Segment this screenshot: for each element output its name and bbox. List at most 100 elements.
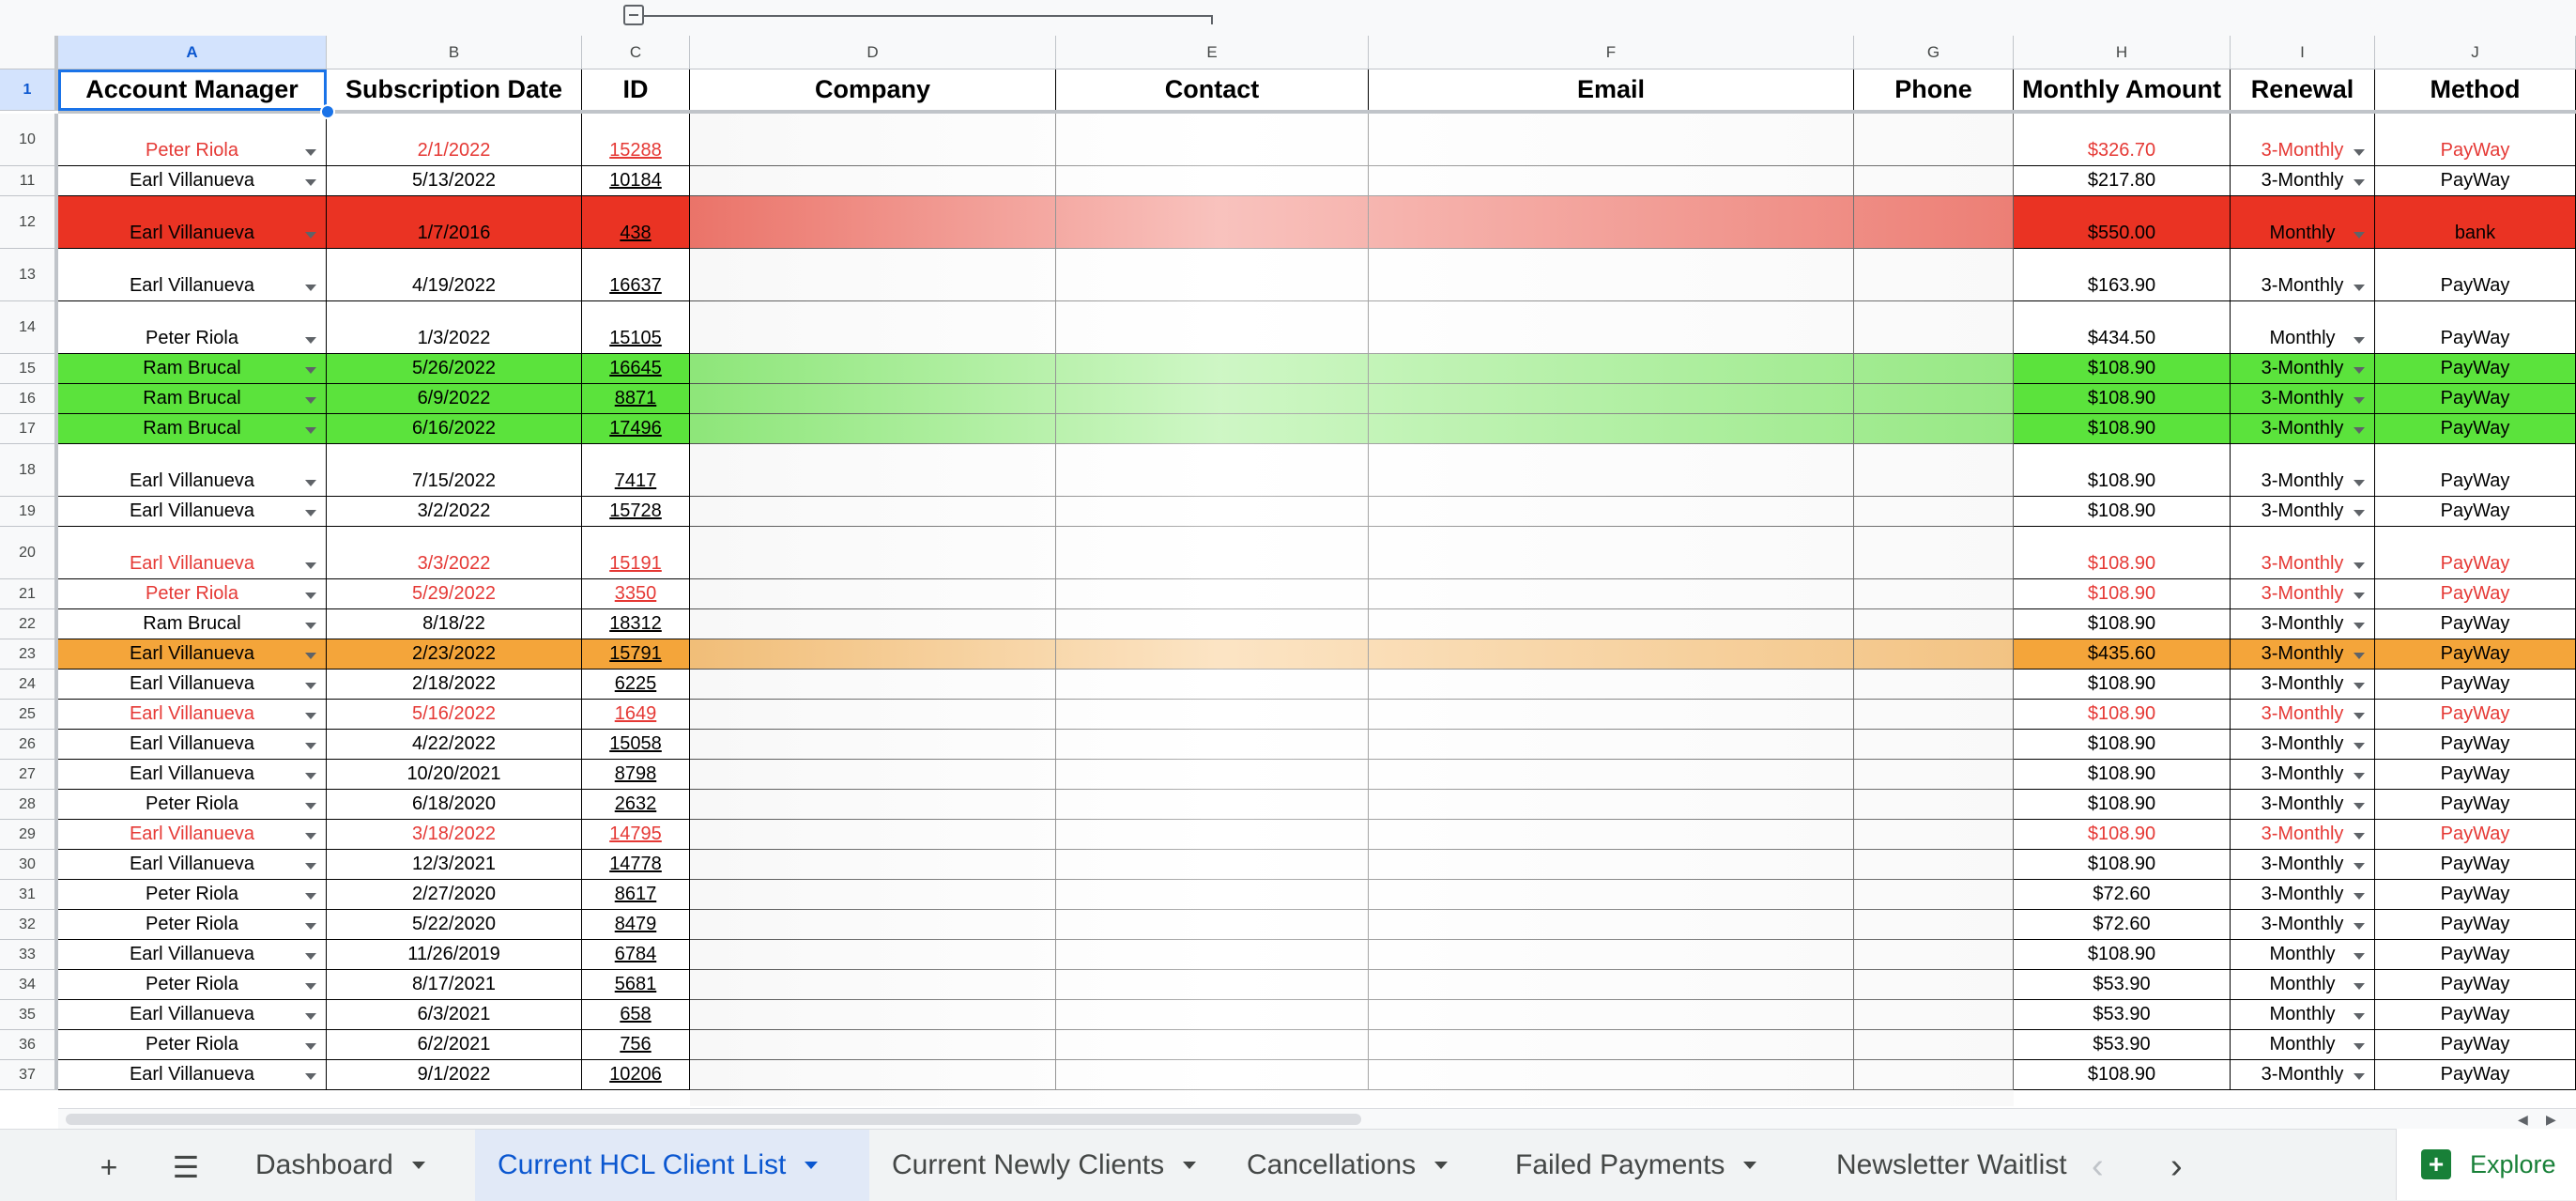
cell-id[interactable]: 3350 (582, 579, 690, 609)
cell-subscription-date[interactable]: 11/26/2019 (327, 940, 582, 970)
header-phone[interactable]: Phone (1854, 69, 2014, 111)
cell-renewal[interactable]: Monthly (2231, 1030, 2375, 1060)
cell-id[interactable]: 15191 (582, 527, 690, 579)
plus-icon[interactable]: + (100, 1149, 118, 1184)
dropdown-arrow-icon[interactable] (2354, 1013, 2365, 1020)
cell-monthly-amount[interactable]: $326.70 (2014, 114, 2231, 166)
cell-subscription-date[interactable]: 5/13/2022 (327, 166, 582, 196)
cell-id[interactable]: 658 (582, 1000, 690, 1030)
cell-monthly-amount[interactable]: $108.90 (2014, 730, 2231, 760)
cell-method[interactable]: PayWay (2375, 444, 2576, 497)
dropdown-arrow-icon[interactable] (305, 863, 316, 870)
cell-account-manager[interactable]: Peter Riola (58, 114, 327, 166)
cell-subscription-date[interactable]: 4/22/2022 (327, 730, 582, 760)
chevron-left-icon[interactable]: ‹ (2092, 1147, 2104, 1186)
dropdown-arrow-icon[interactable] (2354, 232, 2365, 239)
cell-account-manager[interactable]: Peter Riola (58, 910, 327, 940)
cell-account-manager[interactable]: Earl Villanueva (58, 940, 327, 970)
row-header[interactable]: 31 (0, 880, 58, 910)
dropdown-arrow-icon[interactable] (2354, 743, 2365, 749)
dropdown-arrow-icon[interactable] (305, 773, 316, 779)
cell-account-manager[interactable]: Peter Riola (58, 970, 327, 1000)
dropdown-arrow-icon[interactable] (2354, 337, 2365, 344)
cell-renewal[interactable]: 3-Monthly (2231, 1060, 2375, 1090)
column-header-d[interactable]: D (690, 36, 1056, 69)
row-header[interactable]: 21 (0, 579, 58, 609)
cell-method[interactable]: PayWay (2375, 670, 2576, 700)
dropdown-arrow-icon[interactable] (305, 232, 316, 239)
dropdown-arrow-icon[interactable] (2354, 1073, 2365, 1080)
dropdown-arrow-icon[interactable] (2354, 833, 2365, 839)
row-header[interactable]: 1 (0, 69, 58, 111)
cell-subscription-date[interactable]: 8/18/22 (327, 609, 582, 639)
cell-id[interactable]: 6225 (582, 670, 690, 700)
chevron-right-icon[interactable]: › (2170, 1147, 2183, 1186)
cell-monthly-amount[interactable]: $108.90 (2014, 940, 2231, 970)
dropdown-arrow-icon[interactable] (305, 623, 316, 629)
dropdown-arrow-icon[interactable] (2354, 863, 2365, 870)
cell-method[interactable]: PayWay (2375, 730, 2576, 760)
cell-monthly-amount[interactable]: $108.90 (2014, 497, 2231, 527)
dropdown-arrow-icon[interactable] (305, 337, 316, 344)
cell-subscription-date[interactable]: 4/19/2022 (327, 249, 582, 301)
collapse-group-icon[interactable] (623, 5, 644, 25)
row-header[interactable]: 37 (0, 1060, 58, 1090)
cell-monthly-amount[interactable]: $108.90 (2014, 354, 2231, 384)
cell-subscription-date[interactable]: 5/22/2020 (327, 910, 582, 940)
dropdown-arrow-icon[interactable] (2354, 803, 2365, 809)
cell-subscription-date[interactable]: 3/18/2022 (327, 820, 582, 850)
cell-subscription-date[interactable]: 3/3/2022 (327, 527, 582, 579)
cell-method[interactable]: PayWay (2375, 910, 2576, 940)
header-account-manager[interactable]: Account Manager (58, 69, 327, 111)
row-header[interactable]: 34 (0, 970, 58, 1000)
cell-account-manager[interactable]: Earl Villanueva (58, 670, 327, 700)
row-header[interactable]: 27 (0, 760, 58, 790)
header-email[interactable]: Email (1369, 69, 1854, 111)
cell-renewal[interactable]: 3-Monthly (2231, 700, 2375, 730)
cell-method[interactable]: PayWay (2375, 414, 2576, 444)
frozen-row-divider[interactable] (58, 110, 2576, 114)
dropdown-arrow-icon[interactable] (305, 427, 316, 434)
row-header[interactable]: 32 (0, 910, 58, 940)
chevron-down-icon[interactable] (1743, 1162, 1757, 1169)
dropdown-arrow-icon[interactable] (2354, 397, 2365, 404)
cell-subscription-date[interactable]: 1/7/2016 (327, 196, 582, 249)
cell-monthly-amount[interactable]: $53.90 (2014, 1030, 2231, 1060)
dropdown-arrow-icon[interactable] (305, 833, 316, 839)
cell-id[interactable]: 16645 (582, 354, 690, 384)
cell-account-manager[interactable]: Earl Villanueva (58, 166, 327, 196)
header-subscription-date[interactable]: Subscription Date (327, 69, 582, 111)
cell-subscription-date[interactable]: 5/16/2022 (327, 700, 582, 730)
row-header[interactable]: 30 (0, 850, 58, 880)
dropdown-arrow-icon[interactable] (305, 149, 316, 156)
row-header[interactable]: 25 (0, 700, 58, 730)
row-header[interactable]: 35 (0, 1000, 58, 1030)
dropdown-arrow-icon[interactable] (2354, 923, 2365, 930)
cell-method[interactable]: PayWay (2375, 760, 2576, 790)
cell-id[interactable]: 6784 (582, 940, 690, 970)
row-header[interactable]: 26 (0, 730, 58, 760)
row-header[interactable]: 13 (0, 249, 58, 301)
cell-method[interactable]: PayWay (2375, 820, 2576, 850)
select-all-corner[interactable] (0, 36, 58, 69)
cell-monthly-amount[interactable]: $108.90 (2014, 1060, 2231, 1090)
cell-monthly-amount[interactable]: $108.90 (2014, 790, 2231, 820)
cell-monthly-amount[interactable]: $108.90 (2014, 527, 2231, 579)
dropdown-arrow-icon[interactable] (305, 743, 316, 749)
cell-subscription-date[interactable]: 6/3/2021 (327, 1000, 582, 1030)
cell-method[interactable]: PayWay (2375, 700, 2576, 730)
dropdown-arrow-icon[interactable] (2354, 367, 2365, 374)
column-header-j[interactable]: J (2375, 36, 2576, 69)
dropdown-arrow-icon[interactable] (2354, 623, 2365, 629)
dropdown-arrow-icon[interactable] (305, 285, 316, 291)
dropdown-arrow-icon[interactable] (2354, 427, 2365, 434)
row-header[interactable]: 12 (0, 196, 58, 249)
column-header-i[interactable]: I (2231, 36, 2375, 69)
dropdown-arrow-icon[interactable] (2354, 562, 2365, 569)
dropdown-arrow-icon[interactable] (305, 983, 316, 990)
cell-monthly-amount[interactable]: $163.90 (2014, 249, 2231, 301)
cell-subscription-date[interactable]: 7/15/2022 (327, 444, 582, 497)
row-header[interactable]: 33 (0, 940, 58, 970)
cell-renewal[interactable]: 3-Monthly (2231, 880, 2375, 910)
cell-method[interactable]: PayWay (2375, 301, 2576, 354)
